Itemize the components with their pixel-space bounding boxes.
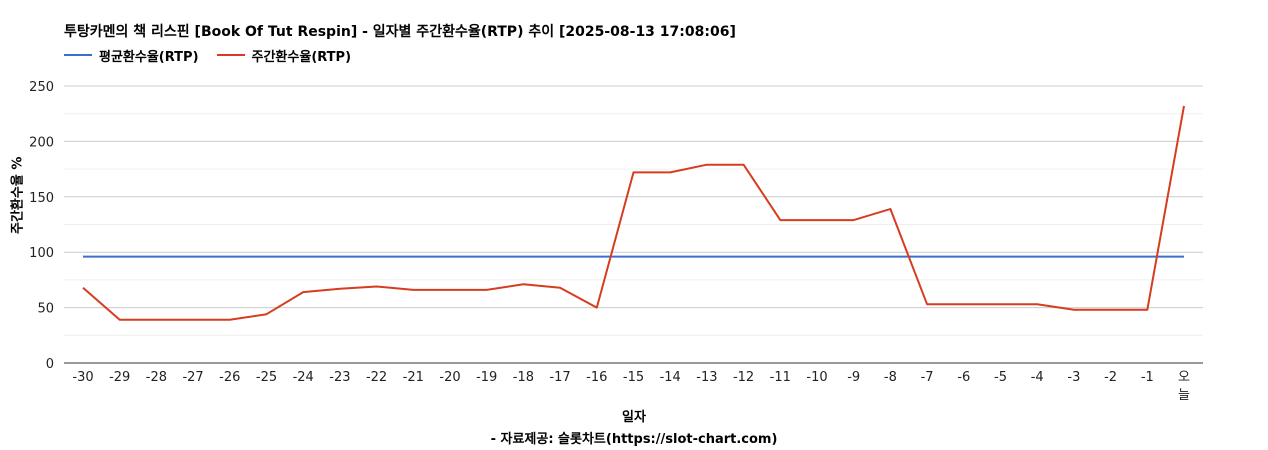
x-tick-label-1: -29 bbox=[109, 370, 130, 385]
chart-source: - 자료제공: 슬롯차트(https://slot-chart.com) bbox=[490, 432, 778, 447]
legend-swatch-average-rtp bbox=[64, 54, 92, 56]
x-tick-label-24: -6 bbox=[957, 370, 970, 385]
y-tick-label-150: 150 bbox=[29, 191, 54, 206]
x-tick-label-20: -10 bbox=[806, 370, 827, 385]
legend-swatch-weekly-rtp bbox=[216, 54, 245, 56]
x-tick-label-14: -16 bbox=[586, 370, 607, 385]
x-tick-label-25: -5 bbox=[994, 370, 1007, 385]
x-tick-label-10: -20 bbox=[439, 370, 460, 385]
x-tick-label-28: -2 bbox=[1104, 370, 1117, 385]
x-tick-label-11: -19 bbox=[476, 370, 497, 385]
x-tick-label-18: -12 bbox=[733, 370, 754, 385]
x-tick-label-12: -18 bbox=[513, 370, 534, 385]
y-tick-label-200: 200 bbox=[29, 135, 54, 150]
x-tick-label-23: -7 bbox=[921, 370, 934, 385]
x-tick-label-3: -27 bbox=[182, 370, 203, 385]
legend-label-average-rtp: 평균환수율(RTP) bbox=[99, 49, 199, 65]
legend-item-average-rtp[interactable]: 평균환수율(RTP) bbox=[64, 46, 199, 65]
x-tick-label-15: -15 bbox=[623, 370, 644, 385]
x-tick-label-22: -8 bbox=[884, 370, 897, 385]
x-tick-label-2: -28 bbox=[146, 370, 167, 385]
x-tick-label-5: -25 bbox=[256, 370, 277, 385]
chart-title: 투탕카멘의 책 리스핀 [Book Of Tut Respin] - 일자별 주… bbox=[64, 24, 736, 40]
x-tick-label-7: -23 bbox=[329, 370, 350, 385]
y-tick-label-50: 50 bbox=[37, 302, 54, 317]
x-tick-label-29: -1 bbox=[1141, 370, 1154, 385]
y-tick-label-250: 250 bbox=[29, 80, 54, 95]
x-axis-label: 일자 bbox=[622, 410, 646, 425]
x-tick-label-21: -9 bbox=[847, 370, 860, 385]
x-tick-label-4: -26 bbox=[219, 370, 240, 385]
x-tick-label-16: -14 bbox=[660, 370, 681, 385]
y-tick-label-100: 100 bbox=[29, 246, 54, 261]
x-tick-label-27: -3 bbox=[1067, 370, 1080, 385]
x-tick-label-6: -24 bbox=[293, 370, 314, 385]
x-tick-label-26: -4 bbox=[1031, 370, 1044, 385]
chart-legend: 평균환수율(RTP) 주간환수율(RTP) bbox=[64, 46, 369, 65]
series-line-1 bbox=[82, 105, 1185, 321]
legend-label-weekly-rtp: 주간환수율(RTP) bbox=[251, 49, 352, 65]
x-tick-label-9: -21 bbox=[403, 370, 424, 385]
x-tick-label-8: -22 bbox=[366, 370, 387, 385]
x-tick-label-0: -30 bbox=[72, 370, 93, 385]
legend-item-weekly-rtp[interactable]: 주간환수율(RTP) bbox=[216, 46, 352, 65]
y-tick-label-0: 0 bbox=[46, 357, 54, 372]
x-tick-label-17: -13 bbox=[696, 370, 717, 385]
x-tick-label-19: -11 bbox=[770, 370, 791, 385]
x-tick-label-13: -17 bbox=[549, 370, 570, 385]
